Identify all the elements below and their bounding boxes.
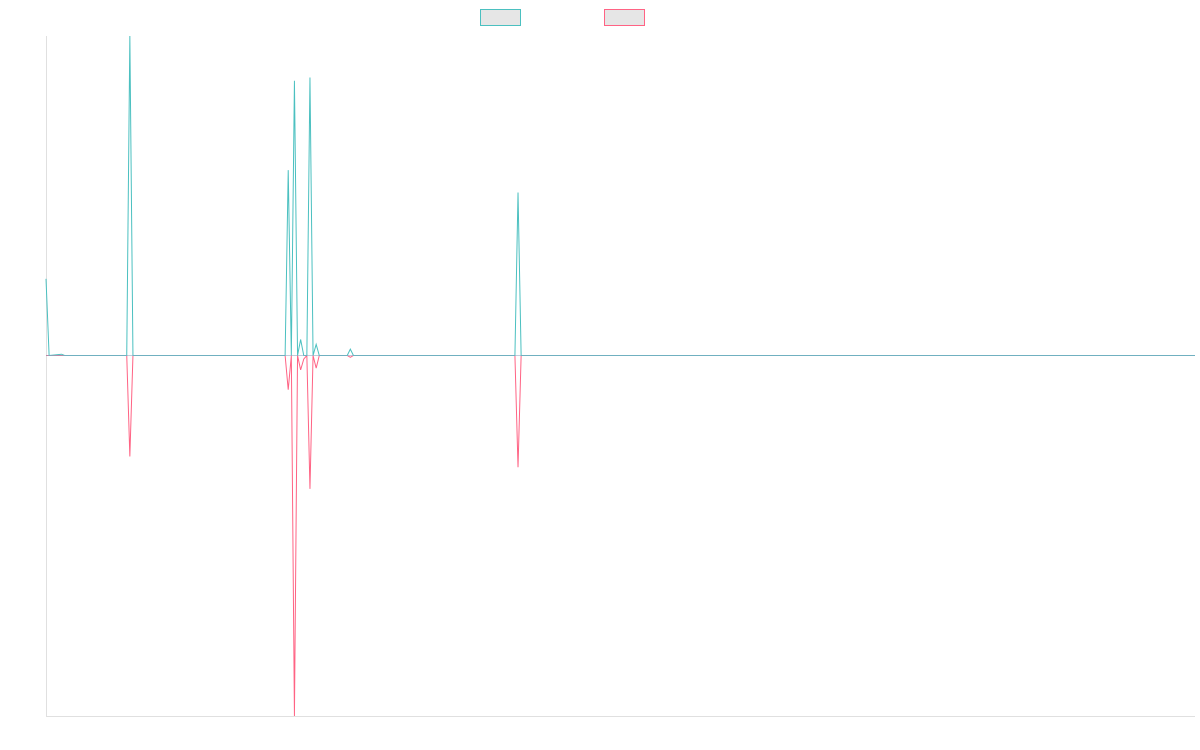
legend-swatch-series-1[interactable] bbox=[480, 9, 521, 26]
series-1-line bbox=[45, 35, 1195, 357]
chart-legend[interactable] bbox=[480, 9, 645, 26]
series-2-line bbox=[46, 354, 1195, 717]
legend-swatch-series-2[interactable] bbox=[604, 9, 645, 26]
series-layer bbox=[45, 35, 1195, 717]
